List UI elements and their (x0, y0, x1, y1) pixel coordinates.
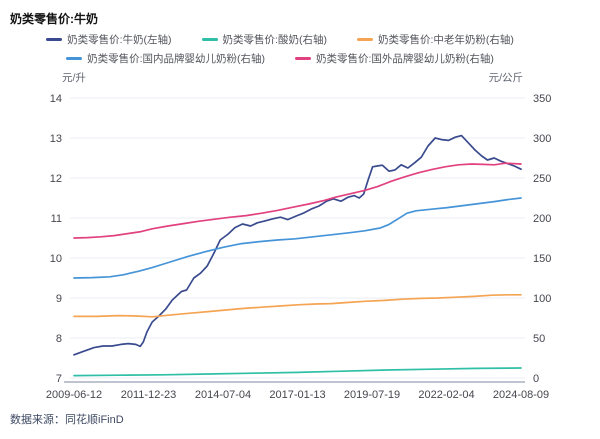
left-axis-unit-label: 元/升 (62, 72, 86, 84)
left-axis-tick-label: 10 (50, 253, 62, 265)
x-axis-tick-label: 2024-08-09 (493, 389, 549, 401)
legend-label: 奶类零售价:国内品牌婴幼儿奶粉(右轴) (87, 53, 265, 65)
x-axis-tick-label: 2017-01-13 (269, 389, 325, 401)
legend-row-2: 奶类零售价:国内品牌婴幼儿奶粉(右轴) 奶类零售价:国外品牌婴幼儿奶粉(右轴) (0, 51, 560, 66)
chart-title: 奶类零售价:牛奶 (10, 12, 98, 26)
series-line-yogurt (73, 367, 522, 377)
x-axis-tick-label: 2011-12-23 (121, 389, 176, 401)
x-axis-tick-label: 2009-06-12 (46, 389, 102, 401)
legend-label: 奶类零售价:中老年奶粉(右轴) (377, 34, 514, 46)
right-axis-tick-label: 100 (533, 293, 551, 305)
left-axis-tick-label: 14 (50, 93, 62, 105)
legend-swatch-foreign-infant-formula (295, 57, 311, 60)
legend-item-yogurt[interactable]: 奶类零售价:酸奶(右轴) (201, 32, 327, 47)
right-axis-tick-label: 300 (533, 133, 551, 145)
right-axis-tick-label: 150 (533, 253, 551, 265)
legend-item-milk[interactable]: 奶类零售价:牛奶(左轴) (46, 32, 172, 47)
legend-swatch-middle-aged-milk-powder (356, 38, 373, 41)
left-axis-tick-label: 7 (56, 373, 62, 385)
legend-label: 奶类零售价:牛奶(左轴) (67, 34, 172, 46)
legend-label: 奶类零售价:酸奶(右轴) (222, 34, 327, 46)
x-axis-tick-label: 2019-07-19 (344, 389, 400, 401)
right-axis-tick-label: 350 (533, 93, 551, 105)
right-axis-tick-label: 50 (533, 333, 545, 345)
legend-label: 奶类零售价:国外品牌婴幼儿奶粉(右轴) (316, 53, 494, 65)
series-line-domestic-infant-formula (73, 197, 522, 279)
series-line-middle-aged-milk-powder (73, 293, 522, 318)
left-axis-tick-label: 9 (56, 293, 62, 305)
legend-swatch-domestic-infant-formula (66, 57, 83, 60)
legend-swatch-yogurt (201, 38, 218, 41)
legend-row-1: 奶类零售价:牛奶(左轴) 奶类零售价:酸奶(右轴) 奶类零售价:中老年奶粉(右轴) (0, 32, 560, 47)
right-axis-tick-label: 0 (533, 373, 539, 385)
x-axis-tick-label: 2022-02-04 (418, 389, 474, 401)
left-axis-tick-label: 8 (56, 333, 62, 345)
legend-item-foreign-infant-formula[interactable]: 奶类零售价:国外品牌婴幼儿奶粉(右轴) (295, 51, 494, 66)
legend: 奶类零售价:牛奶(左轴) 奶类零售价:酸奶(右轴) 奶类零售价:中老年奶粉(右轴) … (0, 32, 560, 70)
series-line-foreign-infant-formula (73, 162, 522, 239)
right-axis-tick-label: 250 (533, 173, 551, 185)
left-axis-tick-label: 13 (50, 133, 62, 145)
legend-swatch-milk (46, 38, 63, 41)
right-axis-tick-label: 200 (533, 213, 551, 225)
left-axis-tick-label: 11 (51, 213, 62, 225)
x-axis-tick-label: 2014-07-04 (195, 389, 251, 401)
legend-item-domestic-infant-formula[interactable]: 奶类零售价:国内品牌婴幼儿奶粉(右轴) (66, 51, 265, 66)
left-axis-tick-label: 12 (50, 173, 62, 185)
data-source-note: 数据来源：同花顺iFinD (10, 414, 124, 426)
series-line-milk (73, 134, 522, 356)
right-axis-unit-label: 元/公斤 (488, 72, 523, 84)
legend-item-middle-aged-milk-powder[interactable]: 奶类零售价:中老年奶粉(右轴) (356, 32, 514, 47)
